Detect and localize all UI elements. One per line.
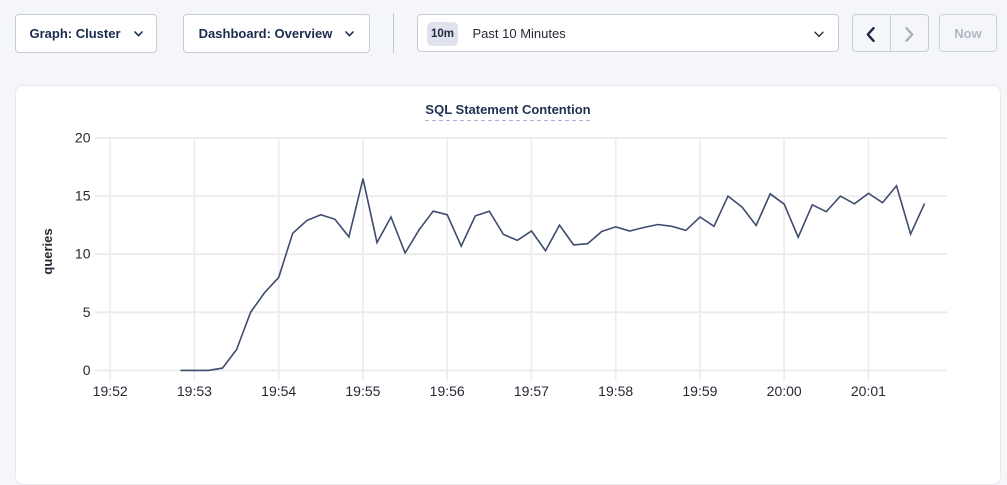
svg-text:19:56: 19:56	[430, 383, 465, 399]
svg-text:19:58: 19:58	[598, 383, 633, 399]
svg-text:5: 5	[83, 304, 91, 320]
svg-text:10: 10	[75, 246, 91, 262]
svg-text:queries: queries	[40, 228, 55, 274]
svg-text:19:59: 19:59	[682, 383, 717, 399]
svg-text:19:54: 19:54	[261, 383, 296, 399]
svg-text:15: 15	[75, 188, 91, 204]
svg-text:19:57: 19:57	[514, 383, 549, 399]
svg-text:20:00: 20:00	[767, 383, 802, 399]
svg-text:19:55: 19:55	[345, 383, 380, 399]
svg-text:19:53: 19:53	[177, 383, 212, 399]
svg-text:0: 0	[83, 362, 91, 378]
svg-text:20:01: 20:01	[851, 383, 886, 399]
svg-text:19:52: 19:52	[93, 383, 128, 399]
svg-text:20: 20	[75, 130, 91, 146]
